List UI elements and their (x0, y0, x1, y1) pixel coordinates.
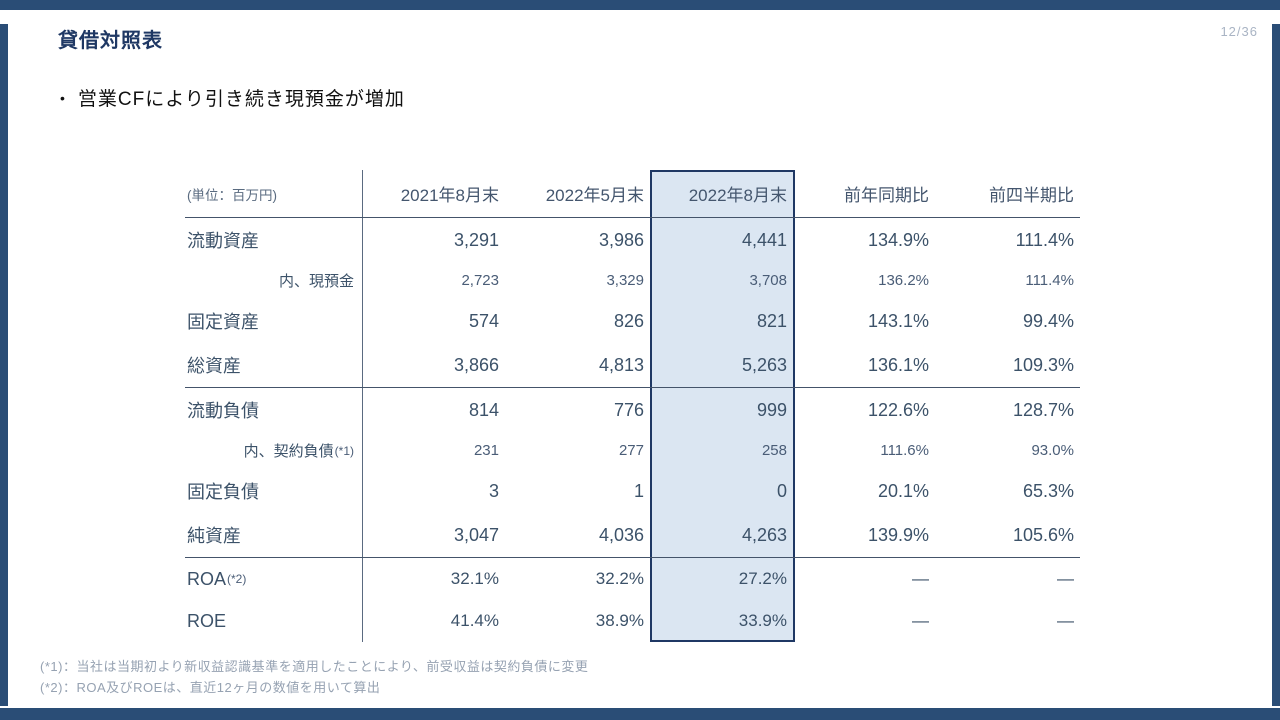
cell-value: 134.9% (867, 229, 929, 250)
table-row: 内、契約負債 (*1) 231 277 258 111.6% 93.0% (185, 432, 1080, 469)
row-label: 純資産 (185, 513, 363, 557)
footnote-marker: (*1) (334, 443, 354, 458)
cell-value: 2,723 (461, 272, 499, 289)
cell-value: 128.7% (1012, 399, 1074, 420)
slide-border-top (0, 0, 1280, 10)
table-row: 固定負債 3 1 0 20.1% 65.3% (185, 469, 1080, 513)
cell-value: 3,291 (453, 229, 499, 250)
cell-value-highlighted: 258 (761, 442, 787, 459)
cell-value: 814 (468, 399, 499, 420)
row-label: ROA (*2) (185, 558, 363, 600)
table-row: ROA (*2) 32.1% 32.2% 27.2% — — (185, 558, 1080, 600)
slide-border-right (1272, 24, 1280, 706)
row-label: 内、契約負債 (*1) (185, 432, 363, 469)
table-header-row: (単位：百万円) 2021年8月末 2022年5月末 2022年8月末 前年同期… (185, 170, 1080, 218)
footnote-2: (*2)：ROA及びROEは、直近12ヶ月の数値を用いて算出 (40, 680, 381, 695)
slide-border-left (0, 24, 8, 706)
row-label: 流動負債 (185, 388, 363, 432)
cell-value: 122.6% (867, 399, 929, 420)
column-header: 前年同期比 (844, 186, 929, 205)
footnotes: (*1)：当社は当期初より新収益認識基準を適用したことにより、前受収益は契約負債… (40, 656, 588, 698)
row-label: 内、現預金 (185, 262, 363, 299)
footnote-1: (*1)：当社は当期初より新収益認識基準を適用したことにより、前受収益は契約負債… (40, 659, 589, 674)
cell-value-highlighted: 33.9% (738, 611, 787, 630)
cell-value: 136.1% (867, 354, 929, 375)
column-header: 2022年5月末 (545, 186, 644, 205)
cell-value: 3 (488, 480, 499, 501)
cell-value: 3,866 (453, 354, 499, 375)
page-title: 貸借対照表 (58, 30, 163, 52)
cell-value: 3,047 (453, 524, 499, 545)
table-row: 内、現預金 2,723 3,329 3,708 136.2% 111.4% (185, 262, 1080, 299)
table-row: 総資産 3,866 4,813 5,263 136.1% 109.3% (185, 343, 1080, 388)
cell-value-highlighted: 821 (756, 310, 787, 331)
table-row: 流動資産 3,291 3,986 4,441 134.9% 111.4% (185, 218, 1080, 262)
cell-value: — (1057, 569, 1074, 588)
cell-value: 32.2% (595, 569, 644, 588)
cell-value: 111.6% (880, 442, 929, 459)
cell-value: 4,813 (598, 354, 644, 375)
column-header-highlighted: 2022年8月末 (688, 186, 787, 205)
column-header: 2021年8月末 (400, 186, 499, 205)
table-row: 純資産 3,047 4,036 4,263 139.9% 105.6% (185, 513, 1080, 558)
cell-value: 143.1% (867, 310, 929, 331)
table-row: 固定資産 574 826 821 143.1% 99.4% (185, 299, 1080, 343)
cell-value-highlighted: 4,441 (741, 229, 787, 250)
cell-value: 574 (468, 310, 499, 331)
table-row: 流動負債 814 776 999 122.6% 128.7% (185, 388, 1080, 432)
column-header: 前四半期比 (989, 186, 1074, 205)
cell-value-highlighted: 3,708 (749, 272, 787, 289)
slide-border-bottom (0, 708, 1280, 720)
highlight-column-box (650, 170, 795, 642)
cell-value: 111.4% (1015, 229, 1074, 250)
cell-value: 99.4% (1022, 310, 1074, 331)
cell-value: 93.0% (1031, 442, 1074, 459)
balance-sheet-table: (単位：百万円) 2021年8月末 2022年5月末 2022年8月末 前年同期… (185, 170, 1080, 642)
bullet-text: 営業CFにより引き続き現預金が増加 (77, 89, 405, 110)
cell-value: 20.1% (877, 480, 929, 501)
unit-label: (単位：百万円) (185, 170, 363, 217)
cell-value-highlighted: 0 (776, 480, 787, 501)
row-label: 固定負債 (185, 469, 363, 513)
table-row: ROE 41.4% 38.9% 33.9% — — (185, 600, 1080, 642)
cell-value: 136.2% (878, 272, 929, 289)
cell-value: 3,329 (606, 272, 644, 289)
cell-value: 32.1% (450, 569, 499, 588)
row-label: 固定資産 (185, 299, 363, 343)
bullet-item: • 営業CFにより引き続き現預金が増加 (60, 84, 405, 111)
bullet-icon: • (60, 89, 66, 106)
cell-value: 3,986 (598, 229, 644, 250)
cell-value: 109.3% (1012, 354, 1074, 375)
cell-value: 1 (633, 480, 644, 501)
row-label: 総資産 (185, 343, 363, 387)
cell-value: 41.4% (450, 611, 499, 630)
row-label: 流動資産 (185, 218, 363, 262)
cell-value: 105.6% (1012, 524, 1074, 545)
cell-value: 776 (613, 399, 644, 420)
cell-value: — (912, 611, 929, 630)
cell-value: — (1057, 611, 1074, 630)
cell-value: 38.9% (595, 611, 644, 630)
cell-value: 111.4% (1025, 272, 1074, 289)
cell-value: 277 (618, 442, 644, 459)
cell-value: 65.3% (1022, 480, 1074, 501)
cell-value: 139.9% (867, 524, 929, 545)
footnote-marker: (*2) (227, 572, 247, 586)
cell-value-highlighted: 999 (756, 399, 787, 420)
cell-value: 231 (473, 442, 499, 459)
cell-value-highlighted: 4,263 (741, 524, 787, 545)
cell-value-highlighted: 5,263 (741, 354, 787, 375)
cell-value: 826 (613, 310, 644, 331)
cell-value: 4,036 (598, 524, 644, 545)
cell-value-highlighted: 27.2% (738, 569, 787, 588)
row-label: ROE (185, 600, 363, 642)
page-number: 12/36 (1220, 24, 1258, 39)
cell-value: — (912, 569, 929, 588)
